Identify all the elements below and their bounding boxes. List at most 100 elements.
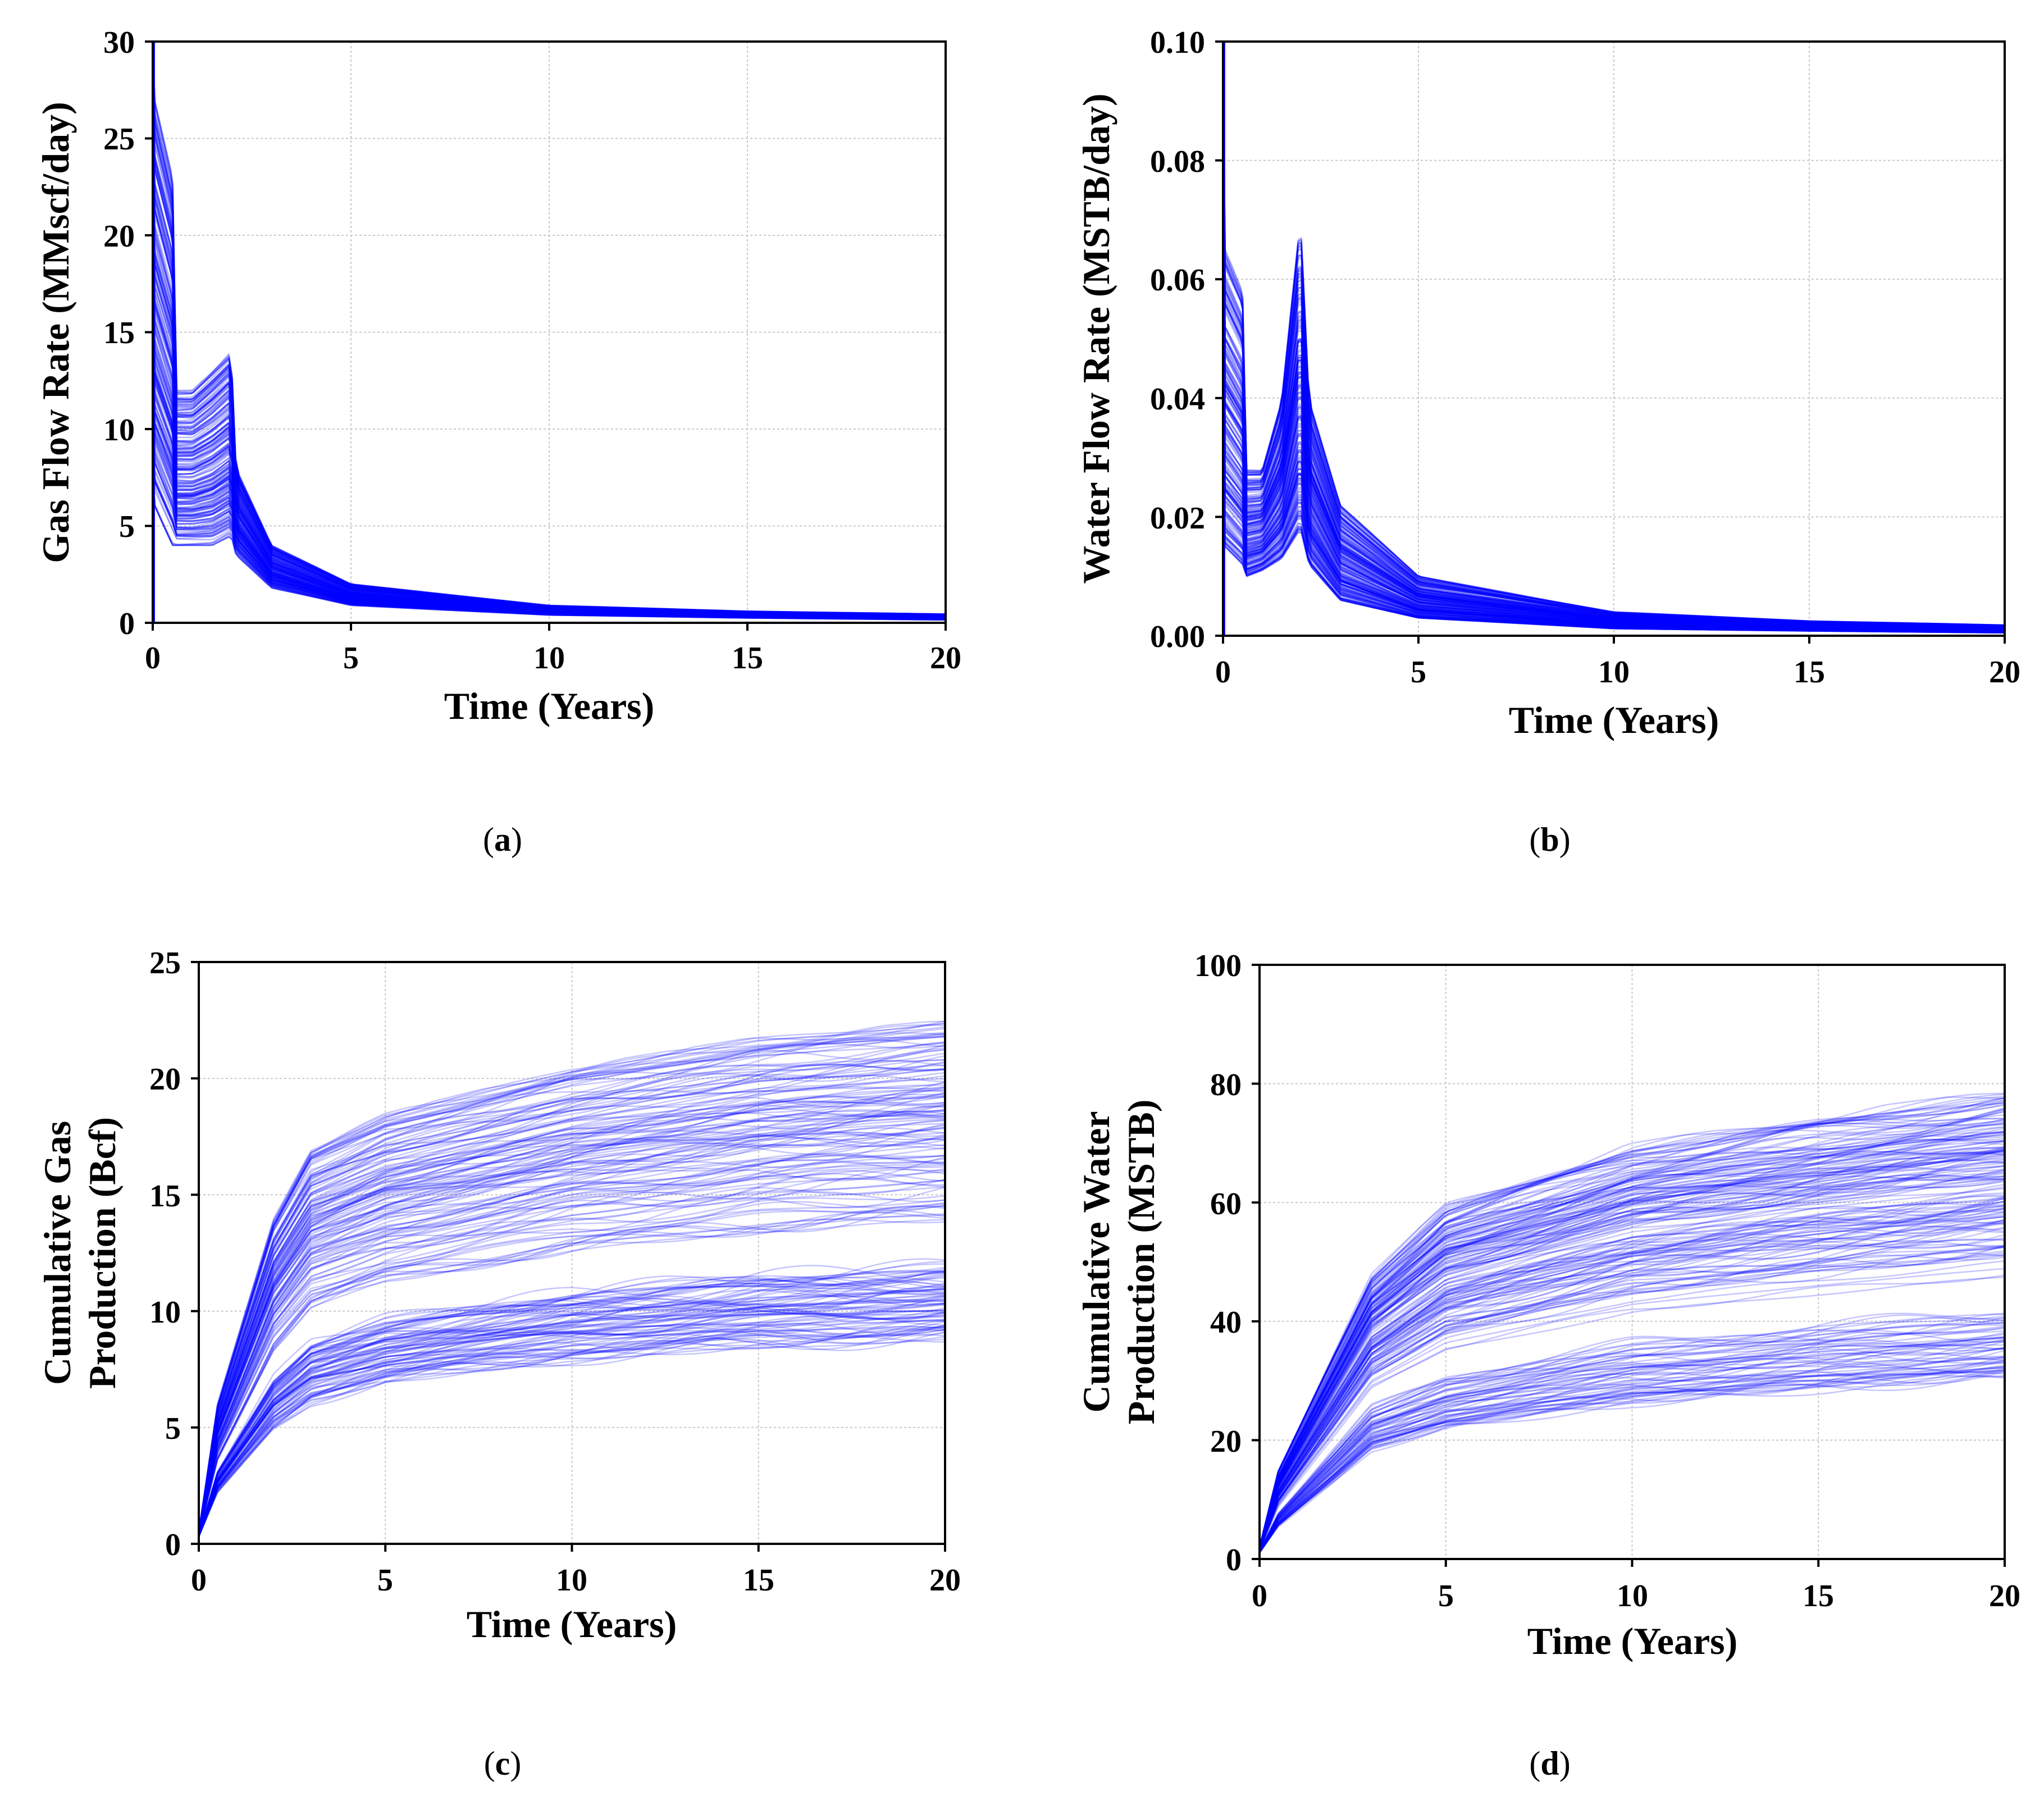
panel-b-realization-line xyxy=(1222,129,2006,627)
panel-a-realization-line xyxy=(152,361,947,619)
panel-d-realization-line xyxy=(1258,1221,2006,1551)
panel-c-realization-line xyxy=(198,1109,946,1534)
panel-b-realization-line xyxy=(1222,418,2006,632)
panel-b-realization-line xyxy=(1222,330,2006,631)
panel-a-realization-line xyxy=(152,174,947,617)
panel-c-realization-line xyxy=(198,1310,946,1537)
caption-c: (c) xyxy=(484,1745,522,1782)
panel-b-realization-line xyxy=(1222,241,2006,629)
panel-d-y-tick-label: 40 xyxy=(1210,1305,1242,1340)
panel-c-realization-line xyxy=(198,1304,946,1537)
panel-d-realization-line xyxy=(1258,1246,2006,1551)
panel-a-realization-line xyxy=(152,78,947,616)
panel-a-realization-line xyxy=(152,420,947,620)
panel-c-realization-line xyxy=(198,1307,946,1537)
caption-d: (d) xyxy=(1529,1745,1570,1782)
panel-d-realization-line xyxy=(1258,1161,2006,1549)
panel-b-realization-line xyxy=(1222,386,2006,632)
panel-d-realization-line xyxy=(1258,1365,2006,1553)
panel-b-realization-line xyxy=(1222,191,2006,628)
panel-a-y-tick-label: 25 xyxy=(103,122,135,157)
panel-b-realization-line xyxy=(1222,434,2006,632)
panel-a-realization-line xyxy=(152,64,947,616)
panel-c-x-tick-label: 15 xyxy=(743,1563,774,1598)
panel-c-realization-line xyxy=(198,1166,946,1535)
panel-c-realization-line xyxy=(198,1298,946,1537)
panel-c-realization-line xyxy=(198,1164,946,1535)
panel-b-realization-line xyxy=(1222,290,2006,630)
panel-c-realization-line xyxy=(198,1265,946,1537)
panel-a-realization-line xyxy=(152,227,947,618)
panel-d-realization-line xyxy=(1258,1121,2006,1549)
panel-d-y-axis-label-line2: Production (MSTB) xyxy=(1120,1100,1162,1425)
panel-d-realization-line xyxy=(1258,1238,2006,1551)
panel-a-realization-line xyxy=(152,351,947,619)
panel-c-realization-line xyxy=(198,1325,946,1538)
panel-c-y-tick-label: 5 xyxy=(165,1411,181,1446)
panel-d-realization-line xyxy=(1258,1131,2006,1549)
panel-c-x-tick-label: 0 xyxy=(191,1563,207,1598)
panel-b-realization-line xyxy=(1222,326,2006,631)
panel-a-realization-line xyxy=(152,464,947,621)
panel-c-realization-line xyxy=(198,1295,946,1537)
panel-d-y-tick-label: 0 xyxy=(1226,1543,1242,1578)
panel-c-realization-line xyxy=(198,1144,946,1535)
panel-a-realization-line xyxy=(152,330,947,619)
panel-a-realization-line xyxy=(152,141,947,617)
panel-b-ensemble-lines xyxy=(1222,40,2006,636)
panel-d-realization-line xyxy=(1258,1255,2006,1551)
panel-a-realization-line xyxy=(152,156,947,617)
panel-b-realization-line xyxy=(1222,129,2006,627)
panel-d-realization-line xyxy=(1258,1360,2006,1553)
panel-d-realization-line xyxy=(1258,1313,2006,1552)
panel-a-realization-line xyxy=(152,300,947,619)
panel-c-realization-line xyxy=(198,1026,946,1533)
panel-a-realization-line xyxy=(152,381,947,620)
panel-a-realization-line xyxy=(152,214,947,618)
panel-d-realization-line xyxy=(1258,1154,2006,1549)
panel-a-realization-line xyxy=(152,304,947,619)
panel-c-realization-line xyxy=(198,1138,946,1535)
panel-a-realization-line xyxy=(152,127,947,616)
panel-c-realization-line xyxy=(198,1114,946,1534)
panel-a-realization-line xyxy=(152,254,947,618)
panel-b-realization-line xyxy=(1222,422,2006,632)
panel-a-realization-line xyxy=(152,155,947,617)
panel-c-realization-line xyxy=(198,1201,946,1535)
panel-d-realization-line xyxy=(1258,1194,2006,1551)
panel-b-realization-line xyxy=(1222,331,2006,631)
panel-b-realization-line xyxy=(1222,338,2006,631)
panel-d-realization-line xyxy=(1258,1339,2006,1553)
panel-c-realization-line xyxy=(198,1329,946,1538)
panel-a-realization-line xyxy=(152,142,947,617)
panel-c-realization-line xyxy=(198,1186,946,1535)
panel-a-realization-line xyxy=(152,42,947,615)
panel-a-realization-line xyxy=(152,257,947,618)
panel-b-realization-line xyxy=(1222,221,2006,629)
panel-b-realization-line xyxy=(1222,63,2006,626)
panel-c-realization-line xyxy=(198,1289,946,1537)
panel-a-realization-line xyxy=(152,329,947,619)
panel-c-realization-line xyxy=(198,1052,946,1534)
panel-d-realization-line xyxy=(1258,1239,2006,1551)
panel-b-realization-line xyxy=(1222,516,2006,633)
panel-c-realization-line xyxy=(198,1096,946,1534)
panel-c-realization-line xyxy=(198,1279,946,1537)
panel-b-realization-line xyxy=(1222,464,2006,633)
panel-c-realization-line xyxy=(198,1195,946,1535)
panel-c-realization-line xyxy=(198,1320,946,1537)
panel-b-realization-line xyxy=(1222,193,2006,628)
panel-d-realization-line xyxy=(1258,1138,2006,1549)
panel-b-realization-line xyxy=(1222,481,2006,633)
panel-c-realization-line xyxy=(198,1110,946,1534)
panel-c-realization-line xyxy=(198,1059,946,1534)
panel-b-realization-line xyxy=(1222,265,2006,630)
panel-d-realization-line xyxy=(1258,1356,2006,1553)
panel-c-realization-line xyxy=(198,1113,946,1534)
panel-a-realization-line xyxy=(152,255,947,618)
panel-b-realization-line xyxy=(1222,490,2006,633)
panel-d-realization-line xyxy=(1258,1141,2006,1549)
panel-c-realization-line xyxy=(198,1092,946,1534)
panel-a-realization-line xyxy=(152,367,947,619)
panel-a-realization-line xyxy=(152,99,947,616)
